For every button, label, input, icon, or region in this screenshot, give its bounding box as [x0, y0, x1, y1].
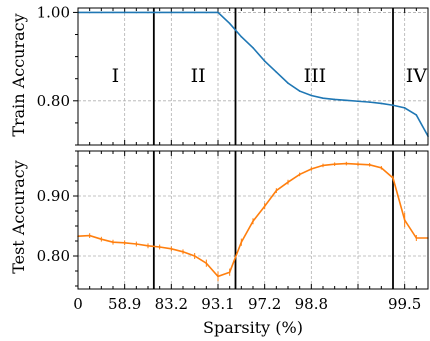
test-point-4 — [123, 242, 126, 244]
train-point-3 — [112, 11, 114, 14]
train-ytick-label-0: 0.80 — [37, 92, 70, 110]
test-point-24 — [357, 163, 359, 165]
train-point-5 — [135, 11, 138, 14]
train-accuracy-line — [78, 11, 429, 137]
region-label-IV: IV — [406, 65, 428, 87]
test-point-23 — [345, 162, 348, 165]
train-point-17 — [275, 71, 278, 73]
train-point-14 — [240, 35, 243, 38]
test-point-13 — [228, 271, 231, 274]
test-point-26 — [380, 167, 383, 169]
train-accuracy-ylabel: Train Accuracy — [9, 13, 28, 136]
train-point-15 — [252, 46, 254, 49]
train-point-6 — [147, 11, 149, 14]
test-point-15 — [252, 220, 254, 222]
test-point-2 — [100, 238, 103, 240]
test-point-22 — [333, 163, 336, 165]
test-point-28 — [403, 219, 406, 221]
train-point-13 — [228, 22, 231, 25]
train-point-25 — [368, 101, 371, 103]
xtick-label-1: 58.9 — [108, 295, 141, 313]
train-point-1 — [88, 11, 91, 14]
train-point-7 — [158, 11, 161, 14]
test-point-11 — [205, 262, 208, 265]
train-plot-frame — [77, 7, 429, 146]
test-point-25 — [368, 164, 371, 166]
xtick-label-0: 0 — [73, 295, 83, 313]
train-point-9 — [182, 11, 184, 14]
test-point-14 — [240, 241, 243, 243]
test-point-7 — [158, 246, 161, 248]
test-point-18 — [287, 181, 289, 183]
test-point-8 — [170, 248, 173, 250]
test-point-21 — [322, 164, 324, 167]
train-point-24 — [357, 100, 359, 103]
train-point-10 — [193, 11, 196, 14]
train-point-4 — [123, 11, 126, 14]
region-label-I: I — [112, 65, 120, 87]
train-point-8 — [170, 11, 173, 14]
test-point-19 — [298, 173, 301, 176]
train-point-27 — [392, 104, 394, 107]
train-point-21 — [322, 97, 324, 99]
xtick-label-5: 98.8 — [295, 295, 328, 313]
train-point-26 — [380, 102, 383, 105]
xtick-label-3: 93.1 — [201, 295, 234, 313]
test-accuracy-ylabel: Test Accuracy — [9, 160, 28, 274]
sparsity-xlabel: Sparsity (%) — [203, 318, 303, 337]
train-ytick-label-1: 1.00 — [37, 3, 70, 21]
train-point-2 — [100, 11, 103, 14]
test-point-12 — [217, 275, 219, 278]
test-accuracy-line — [77, 162, 428, 278]
test-ytick-label-0: 0.80 — [37, 247, 70, 265]
test-point-6 — [147, 245, 149, 247]
region-label-II: II — [191, 65, 206, 87]
train-point-12 — [217, 11, 219, 14]
train-point-28 — [403, 107, 406, 109]
test-point-27 — [392, 177, 394, 179]
test-accuracy-panel: 0.80 0.90 0 58.9 83.2 93.1 97.2 98.8 99.5 — [37, 150, 429, 313]
train-point-22 — [333, 98, 336, 101]
xtick-label-4: 97.2 — [248, 295, 281, 313]
train-point-29 — [415, 114, 418, 116]
xtick-label-6: 99.5 — [388, 295, 421, 313]
test-point-17 — [275, 189, 278, 192]
test-point-9 — [182, 251, 184, 253]
test-point-5 — [135, 243, 138, 245]
xtick-label-2: 83.2 — [155, 295, 188, 313]
test-point-29 — [415, 237, 418, 239]
train-point-11 — [205, 11, 208, 14]
train-point-18 — [287, 82, 289, 84]
test-ytick-label-1: 0.90 — [37, 187, 70, 205]
train-point-23 — [345, 99, 348, 102]
train-point-16 — [263, 60, 266, 62]
test-point-1 — [88, 234, 91, 237]
train-accuracy-panel: 0.801.00I II III IV — [37, 3, 429, 146]
test-point-16 — [263, 205, 266, 207]
train-point-20 — [310, 94, 313, 97]
train-point-19 — [298, 90, 301, 92]
test-point-10 — [193, 255, 196, 257]
test-plot-frame — [77, 150, 429, 290]
test-point-3 — [112, 241, 114, 243]
test-point-20 — [310, 168, 313, 170]
region-label-III: III — [304, 65, 327, 87]
